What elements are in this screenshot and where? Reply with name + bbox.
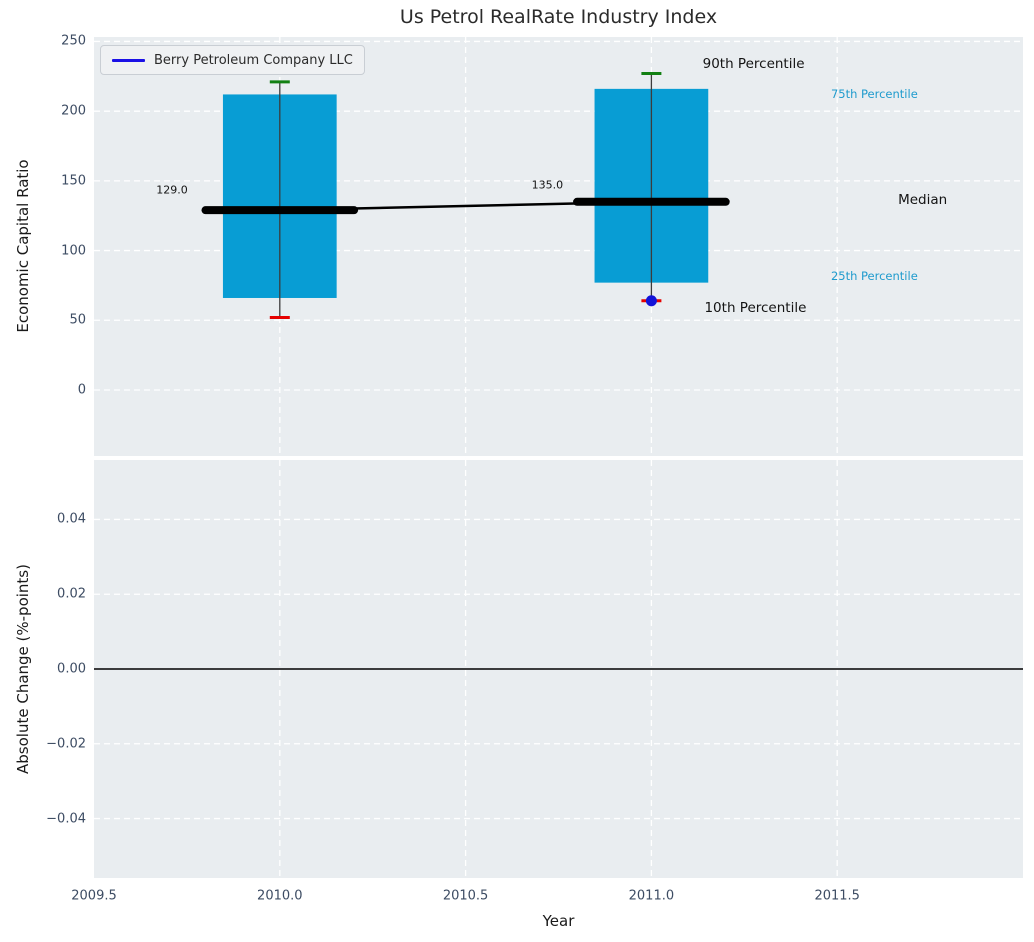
axes-top-canvas — [94, 37, 1023, 456]
annotation-90th-percentile: 90th Percentile — [702, 55, 805, 72]
legend-line-swatch — [112, 58, 145, 62]
y-tick-label: 200 — [61, 103, 86, 119]
annotation-median: Median — [898, 192, 948, 209]
y-tick-label: 0.00 — [57, 661, 86, 677]
company-marker-dot — [645, 295, 657, 307]
x-tick-label: 2009.5 — [71, 888, 117, 904]
chart-title: Us Petrol RealRate Industry Index — [399, 6, 718, 28]
y-tick-label: 50 — [69, 312, 86, 328]
x-tick-label: 2011.5 — [814, 888, 860, 904]
axes-bottom-canvas — [94, 460, 1023, 878]
annotation-129-0: 129.0 — [156, 183, 188, 197]
x-tick-label: 2010.5 — [442, 888, 489, 904]
annotation-135-0: 135.0 — [531, 178, 564, 192]
y-tick-label: 150 — [61, 173, 86, 189]
y-tick-label: 250 — [61, 33, 86, 49]
x-axis-label: Year — [542, 912, 575, 930]
bottom-y-axis-label: Absolute Change (%-points) — [14, 564, 32, 774]
y-tick-label: 0.02 — [57, 586, 86, 602]
top-y-axis-label: Economic Capital Ratio — [14, 159, 32, 333]
annotation-25th-percentile: 25th Percentile — [830, 268, 918, 283]
y-tick-label: 100 — [61, 243, 86, 259]
annotation-75th-percentile: 75th Percentile — [830, 87, 918, 102]
legend: Berry Petroleum Company LLC — [100, 45, 365, 75]
annotation-10th-percentile: 10th Percentile — [704, 299, 807, 316]
bottom-axes — [94, 460, 1023, 878]
top-axes — [94, 37, 1023, 456]
x-tick-label: 2011.0 — [628, 888, 675, 904]
y-tick-label: −0.02 — [46, 736, 86, 752]
y-tick-label: 0.04 — [57, 511, 86, 527]
x-tick-label: 2010.0 — [257, 888, 303, 904]
y-tick-label: 0 — [77, 382, 86, 398]
y-tick-label: −0.04 — [46, 811, 86, 827]
legend-label: Berry Petroleum Company LLC — [154, 52, 353, 68]
